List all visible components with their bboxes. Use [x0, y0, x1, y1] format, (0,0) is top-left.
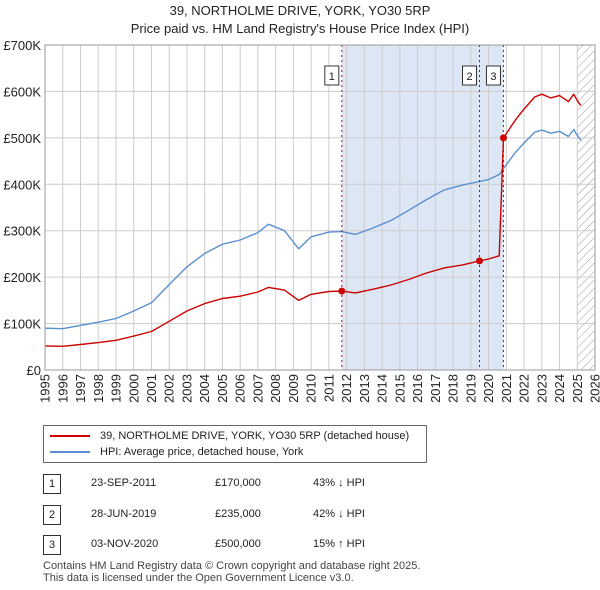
x-tick-label: 2021 — [499, 374, 514, 403]
x-tick-label: 2008 — [268, 374, 283, 403]
x-tick-label: 2019 — [463, 374, 478, 403]
x-tick-label: 2001 — [144, 374, 159, 403]
y-tick-label: £400K — [3, 177, 41, 192]
transaction-badge: 1 — [43, 474, 61, 494]
y-tick-label: £600K — [3, 84, 41, 99]
ownership-shade — [341, 45, 504, 370]
x-tick-label: 1998 — [91, 374, 106, 403]
x-tick-label: 1999 — [109, 374, 124, 403]
transaction-hpi: 43% ↓ HPI — [313, 477, 365, 489]
y-tick-label: £300K — [3, 224, 41, 239]
sale-label-box — [324, 65, 340, 86]
x-tick-label: 1995 — [38, 374, 53, 403]
x-tick-label: 2022 — [517, 374, 532, 403]
x-tick-label: 2011 — [321, 374, 336, 402]
x-tick-label: 1996 — [55, 374, 70, 403]
x-tick-label: 2024 — [552, 374, 567, 403]
transaction-date: 23-SEP-2011 — [91, 477, 157, 489]
transaction-date: 28-JUN-2019 — [91, 508, 157, 520]
x-tick-label: 1997 — [73, 374, 88, 403]
x-tick-label: 2023 — [534, 374, 549, 403]
footer-line-1: Contains HM Land Registry data © Crown c… — [43, 560, 421, 572]
x-tick-label: 2016 — [410, 374, 425, 403]
transaction-price: £170,000 — [215, 477, 261, 489]
y-tick-label: £0 — [27, 363, 41, 378]
footer: Contains HM Land Registry data © Crown c… — [43, 560, 420, 584]
x-tick-label: 2005 — [215, 374, 230, 403]
sale-point — [476, 257, 483, 265]
transaction-hpi: 42% ↓ HPI — [313, 508, 365, 520]
y-tick-label: £200K — [3, 270, 41, 285]
y-tick-label: £700K — [3, 38, 41, 53]
x-tick-label: 2003 — [179, 374, 194, 403]
sale-label: 2 — [466, 71, 472, 83]
transaction-hpi: 15% ↑ HPI — [313, 538, 365, 550]
price-chart: 1 2 3 £0 £100K £200K £300K £400K £500K £600K £700… — [3, 38, 600, 403]
x-tick-label: 2017 — [428, 374, 443, 403]
transaction-badge: 2 — [43, 505, 61, 525]
transaction-price: £500,000 — [215, 538, 261, 550]
sale-point — [338, 287, 346, 295]
legend-swatch-price — [50, 435, 90, 437]
x-tick-label: 2014 — [375, 374, 390, 403]
x-tick-label: 2020 — [481, 374, 496, 403]
title-line-2: Price paid vs. HM Land Registry's House … — [130, 21, 470, 36]
plot-frame — [44, 44, 596, 371]
sale-point — [499, 134, 507, 142]
x-tick-label: 2002 — [162, 374, 177, 403]
x-tick-label: 2006 — [233, 374, 248, 403]
y-tick-label: £500K — [3, 131, 41, 146]
legend-label-price: 39, NORTHOLME DRIVE, YORK, YO30 5RP (det… — [100, 430, 410, 442]
transaction-date: 03-NOV-2020 — [91, 538, 159, 550]
legend-swatch-hpi — [50, 451, 90, 453]
x-tick-label: 2004 — [197, 374, 212, 403]
x-tick-label: 2013 — [357, 374, 372, 403]
hpi-line — [44, 128, 582, 330]
forecast-hatch — [577, 45, 595, 370]
sale-label: 1 — [329, 71, 335, 83]
plot-area — [45, 45, 595, 370]
x-tick-label: 2015 — [392, 374, 407, 403]
legend-label-hpi: HPI: Average price, detached house, York — [100, 446, 304, 458]
x-tick-label: 2010 — [304, 374, 319, 403]
x-tick-label: 2026 — [588, 374, 600, 403]
sale-label-box — [485, 65, 501, 86]
x-tick-label: 2009 — [286, 374, 301, 403]
sale-label-box — [462, 65, 477, 86]
legend: 39, NORTHOLME DRIVE, YORK, YO30 5RP (det… — [43, 425, 427, 463]
x-tick-label: 2025 — [570, 374, 585, 403]
x-tick-label: 2018 — [446, 374, 461, 403]
price-paid-line — [44, 93, 582, 347]
y-tick-label: £100K — [3, 317, 41, 332]
sale-label: 3 — [490, 71, 496, 83]
chart-title: 39, NORTHOLME DRIVE, YORK, YO30 5RP Pric… — [0, 2, 600, 38]
x-tick-label: 2000 — [126, 374, 141, 403]
transaction-badge: 3 — [43, 535, 61, 555]
footer-line-2: This data is licensed under the Open Gov… — [43, 572, 354, 584]
x-tick-label: 2012 — [339, 374, 354, 403]
title-line-1: 39, NORTHOLME DRIVE, YORK, YO30 5RP — [169, 3, 431, 18]
transaction-price: £235,000 — [215, 508, 261, 520]
x-tick-label: 2007 — [250, 374, 265, 403]
